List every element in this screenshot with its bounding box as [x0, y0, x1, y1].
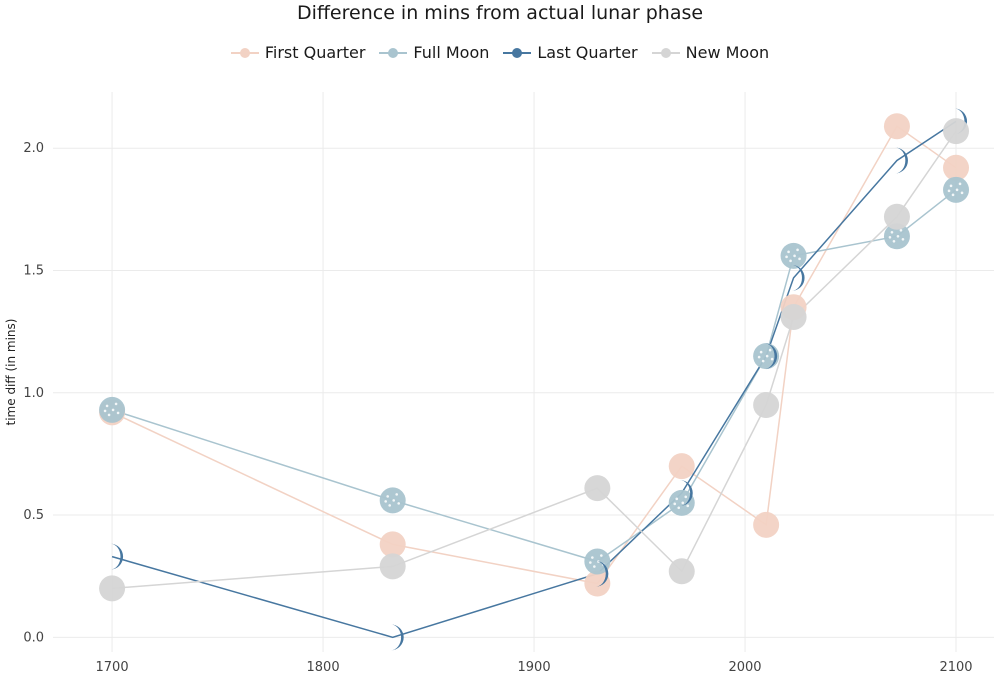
series-line-new-moon	[112, 130, 957, 590]
point-new-moon	[668, 558, 695, 585]
point-speckle	[768, 348, 772, 352]
point-speckle	[949, 184, 953, 188]
point-speckle	[397, 502, 400, 505]
point-speckle	[103, 409, 107, 413]
point-last-quarter	[791, 264, 805, 291]
legend-item-full-moon[interactable]: Full Moon	[379, 43, 489, 62]
point-last-quarter	[894, 147, 908, 174]
point-speckle	[686, 504, 690, 508]
point-first-quarter	[943, 154, 970, 181]
point-speckle	[761, 359, 765, 363]
point-speckle	[890, 230, 894, 234]
legend-key-first-quarter	[230, 47, 259, 58]
point-speckle	[770, 357, 774, 361]
point-speckle	[597, 560, 600, 563]
point-last-quarter	[679, 480, 693, 507]
point-speckle	[116, 411, 120, 415]
legend-key-last-quarter	[503, 47, 532, 58]
point-new-moon	[943, 118, 970, 145]
legend-label-full-moon: Full Moon	[413, 43, 490, 62]
point-speckle	[388, 504, 391, 507]
point-speckle	[589, 561, 592, 564]
point-speckle	[107, 413, 111, 417]
point-new-moon	[753, 392, 780, 419]
point-speckle	[673, 502, 677, 506]
point-last-quarter	[595, 560, 609, 587]
point-first-quarter	[753, 511, 780, 538]
point-speckle	[759, 350, 763, 354]
point-speckle	[593, 565, 596, 568]
y-axis-title: time diff (in mins)	[4, 319, 18, 426]
series-line-full-moon	[111, 189, 957, 563]
legend-item-new-moon[interactable]: New Moon	[651, 43, 770, 62]
point-speckle	[600, 554, 603, 557]
point-speckle	[384, 500, 387, 503]
point-speckle	[757, 355, 761, 359]
y-tick-label: 1.0	[23, 386, 44, 401]
series-line-first-quarter	[111, 125, 957, 585]
point-speckle	[896, 234, 900, 238]
x-tick-label: 2000	[728, 660, 761, 675]
point-speckle	[947, 189, 951, 193]
x-tick-label: 1900	[518, 660, 551, 675]
point-speckle	[677, 506, 681, 510]
point-last-quarter	[764, 343, 778, 370]
legend-label-first-quarter: First Quarter	[264, 43, 366, 62]
y-tick-label: 0.0	[23, 630, 44, 645]
point-speckle	[675, 497, 679, 501]
y-tick-label: 0.5	[23, 508, 44, 523]
point-speckle	[951, 193, 955, 197]
x-tick-label: 2100	[939, 660, 972, 675]
chart-legend: First Quarter Full Moon Last Quarter New…	[0, 43, 1000, 62]
point-new-moon	[99, 575, 126, 602]
point-speckle	[591, 556, 594, 559]
legend-key-full-moon	[379, 47, 408, 58]
point-speckle	[798, 257, 801, 261]
point-speckle	[681, 501, 685, 505]
point-speckle	[105, 404, 109, 408]
point-speckle	[111, 408, 115, 412]
x-tick-label: 1700	[96, 660, 129, 675]
legend-label-new-moon: New Moon	[685, 43, 770, 62]
series-line-last-quarter	[111, 120, 957, 639]
point-last-quarter	[110, 543, 124, 570]
legend-key-new-moon	[651, 47, 680, 58]
point-speckle	[765, 354, 769, 358]
point-new-moon	[379, 553, 406, 580]
y-tick-label: 2.0	[23, 141, 44, 156]
point-speckle	[899, 228, 903, 232]
point-first-quarter	[379, 531, 406, 558]
point-speckle	[114, 402, 118, 406]
point-speckle	[958, 182, 962, 186]
point-speckle	[787, 250, 790, 254]
point-new-moon	[780, 303, 807, 330]
point-speckle	[785, 255, 788, 259]
point-speckle	[892, 239, 896, 243]
point-speckle	[901, 237, 905, 241]
point-new-moon	[883, 203, 910, 230]
legend-item-last-quarter[interactable]: Last Quarter	[503, 43, 638, 62]
point-new-moon	[584, 475, 611, 502]
point-speckle	[888, 235, 892, 239]
point-speckle	[793, 254, 796, 258]
point-first-quarter	[883, 113, 910, 140]
legend-label-last-quarter: Last Quarter	[537, 43, 638, 62]
point-speckle	[392, 499, 395, 502]
point-speckle	[796, 248, 799, 252]
point-speckle	[684, 495, 688, 499]
point-first-quarter	[584, 570, 611, 597]
point-last-quarter	[390, 624, 404, 651]
point-speckle	[395, 493, 398, 496]
point-speckle	[386, 495, 389, 498]
x-tick-label: 1800	[307, 660, 340, 675]
point-first-quarter	[668, 453, 695, 480]
y-tick-label: 1.5	[23, 264, 44, 279]
point-speckle	[960, 191, 964, 195]
legend-item-first-quarter[interactable]: First Quarter	[230, 43, 366, 62]
point-speckle	[789, 259, 792, 263]
point-speckle	[955, 188, 959, 192]
chart-title: Difference in mins from actual lunar pha…	[296, 2, 704, 24]
